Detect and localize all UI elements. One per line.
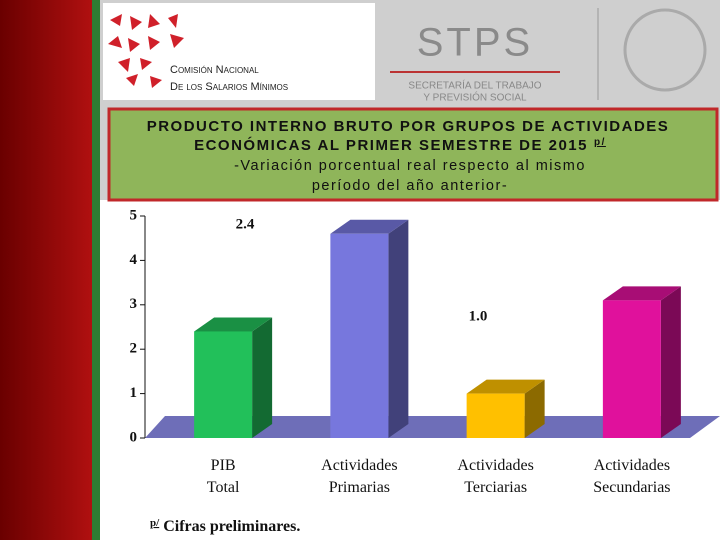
seal bbox=[623, 8, 707, 92]
y-tick-label: 0 bbox=[130, 429, 138, 445]
x-tick-label-line: Actividades bbox=[321, 457, 397, 474]
chart-title: ECONÓMICAS AL PRIMER SEMESTRE DE 2015 p/ bbox=[194, 136, 606, 154]
title-mark: p/ bbox=[594, 137, 606, 148]
bar-side bbox=[660, 286, 681, 438]
chart-subtitle: -Variación porcentual real respecto al m… bbox=[234, 158, 586, 174]
x-tick-label-line: Terciarias bbox=[464, 479, 527, 496]
title-line: ECONÓMICAS AL PRIMER SEMESTRE DE 2015 bbox=[194, 136, 588, 154]
x-tick-label-line: Secundarias bbox=[593, 479, 670, 496]
y-tick-label: 1 bbox=[130, 385, 138, 401]
bar-top bbox=[330, 219, 409, 234]
bar-side bbox=[388, 219, 409, 438]
x-tick-label-line: Total bbox=[207, 479, 240, 496]
left-band bbox=[0, 0, 92, 540]
x-tick-label: Actividades Primarias bbox=[321, 457, 397, 496]
bar-top bbox=[602, 286, 681, 301]
bar-top bbox=[194, 317, 273, 332]
stps-logo: STPS bbox=[417, 21, 533, 65]
x-tick-label: Actividades Secundarias bbox=[593, 457, 670, 496]
floor bbox=[145, 416, 720, 438]
stps-line: SECRETARÍA DEL TRABAJO bbox=[408, 79, 541, 92]
bar bbox=[466, 393, 525, 438]
bar-side bbox=[524, 379, 545, 438]
chart-title: PRODUCTO INTERNO BRUTO POR GRUPOS DE ACT… bbox=[147, 118, 670, 135]
stps-line: Y PREVISIÓN SOCIAL bbox=[423, 91, 527, 104]
footnote-mark: p/ bbox=[150, 517, 160, 529]
green-stripe bbox=[92, 0, 100, 540]
bar bbox=[330, 233, 389, 438]
footnote-text: Cifras preliminares. bbox=[163, 518, 300, 535]
x-tick-label: PIB Total bbox=[207, 457, 240, 496]
bar-side bbox=[252, 317, 273, 438]
cnsm-line: Comisión Nacional bbox=[170, 64, 259, 76]
title-box bbox=[107, 107, 719, 202]
x-tick-label-line: Actividades bbox=[457, 457, 533, 474]
chart-subtitle: período del año anterior- bbox=[312, 178, 508, 194]
bar-top bbox=[466, 379, 545, 394]
bar bbox=[194, 331, 253, 438]
x-tick-label: Actividades Terciarias bbox=[457, 457, 533, 496]
cnsm-line: De los Salarios Mínimos bbox=[170, 81, 288, 93]
bar bbox=[602, 300, 661, 438]
value-label: 1.0 bbox=[469, 308, 488, 324]
y-tick-label: 4 bbox=[130, 252, 138, 268]
x-tick-label-line: Actividades bbox=[594, 457, 670, 474]
cnsm-box bbox=[103, 3, 375, 100]
y-tick-label: 5 bbox=[130, 207, 138, 223]
y-tick-label: 3 bbox=[130, 296, 138, 312]
x-tick-label-line: PIB bbox=[211, 457, 236, 474]
x-tick-label-line: Primarias bbox=[329, 479, 390, 496]
footnote: p/Cifras preliminares. bbox=[150, 517, 300, 535]
y-tick-label: 2 bbox=[130, 341, 138, 357]
cnsm-icon bbox=[108, 14, 184, 88]
value-label: 2.4 bbox=[236, 216, 255, 232]
